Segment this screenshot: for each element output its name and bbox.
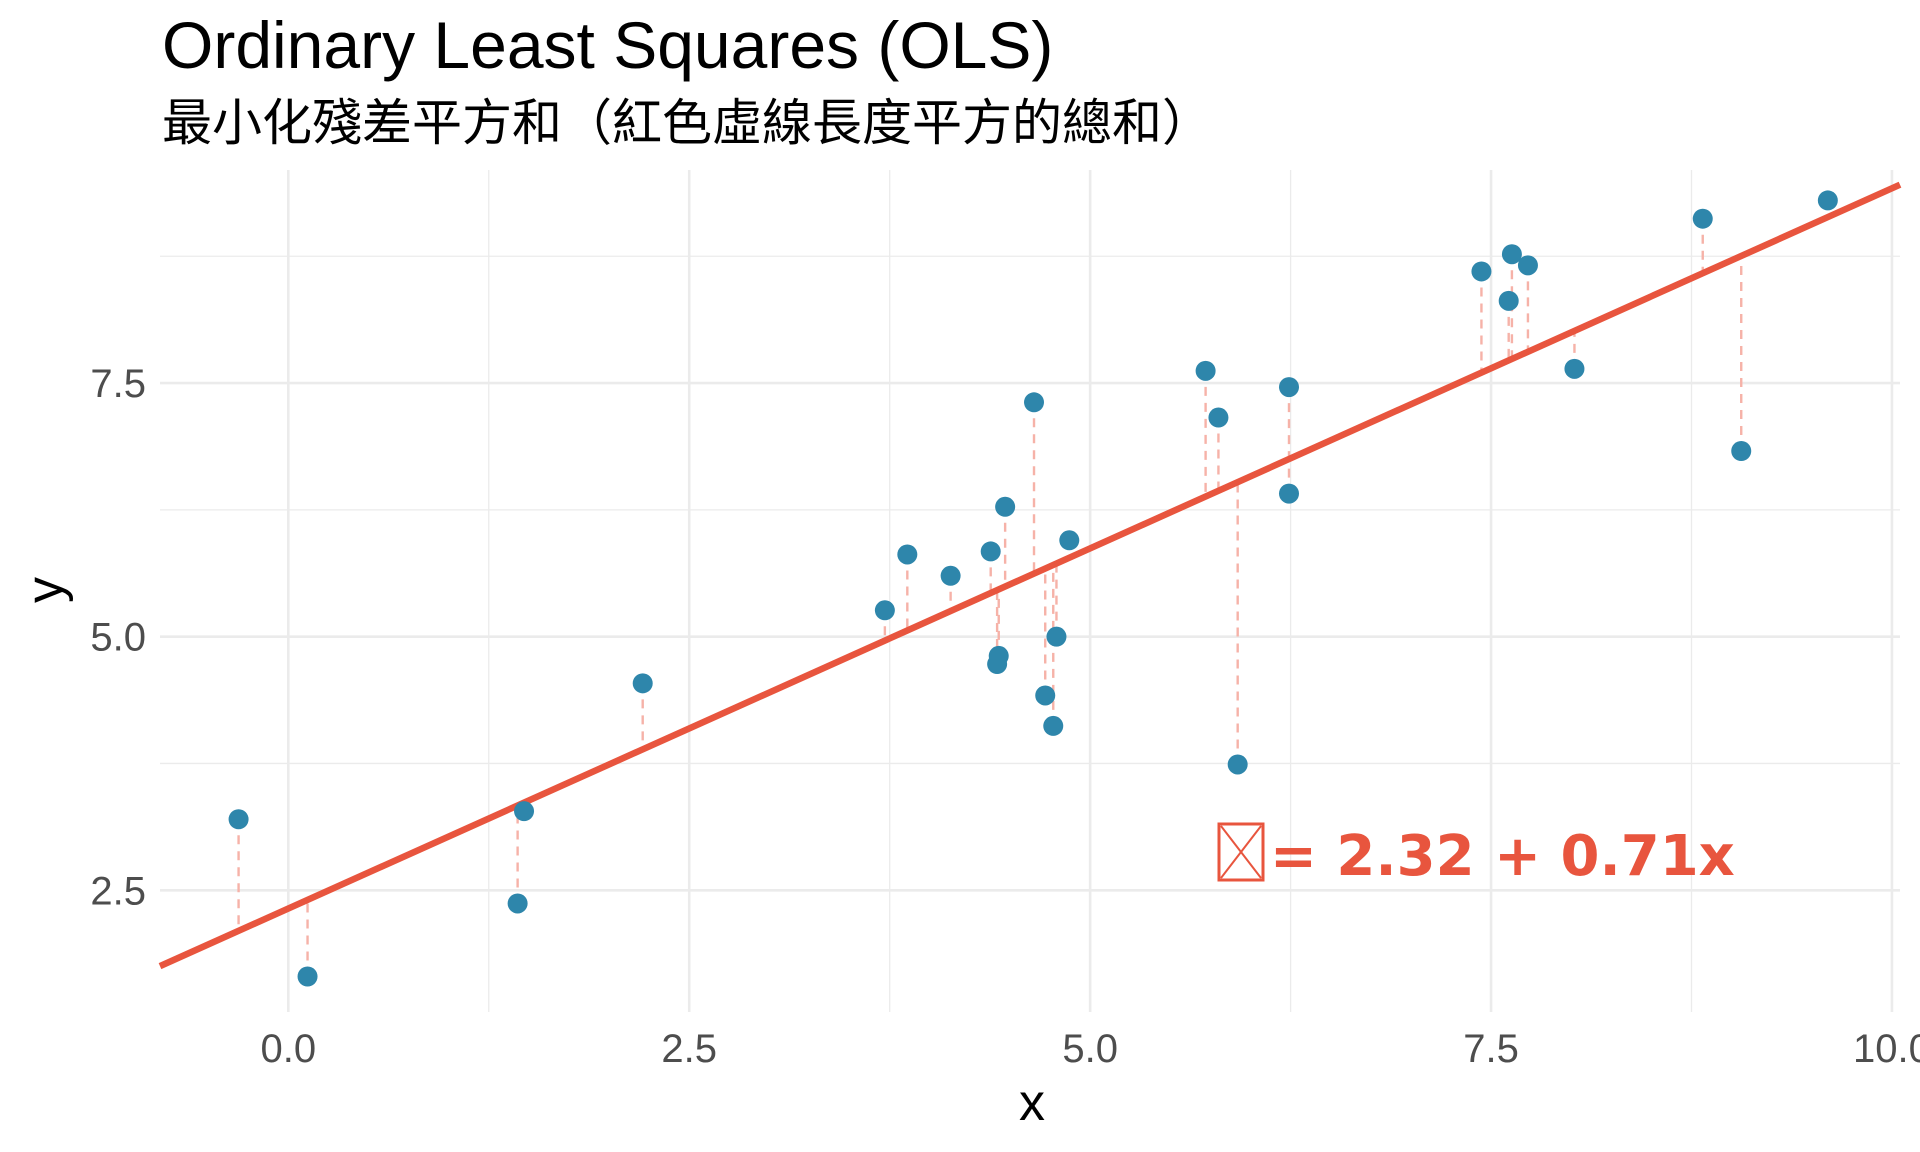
data-point: [1278, 483, 1299, 504]
data-point: [507, 893, 528, 914]
equation-symbol-diag-2: [1220, 825, 1262, 879]
x-tick-label: 10.0: [1853, 1027, 1920, 1071]
y-axis-ticks: 2.5 5.0 7.5: [90, 362, 146, 913]
fit-equation-text: = 2.32 + 0.71x: [1270, 824, 1735, 889]
data-point: [1692, 208, 1713, 229]
equation-symbol-box: [1217, 822, 1265, 882]
data-point: [1564, 358, 1585, 379]
data-point: [297, 966, 318, 987]
data-point: [1195, 360, 1216, 381]
regression-line: [158, 181, 1902, 970]
data-point: [1731, 441, 1752, 462]
data-point: [632, 673, 653, 694]
y-tick-label: 7.5: [90, 362, 146, 406]
data-point: [897, 544, 918, 565]
x-axis-title: x: [1019, 1074, 1045, 1132]
y-tick-label: 2.5: [90, 869, 146, 913]
data-points: [228, 190, 1838, 987]
data-point: [1471, 261, 1492, 282]
data-point: [874, 600, 895, 621]
fit-equation-annotation: = 2.32 + 0.71x: [1217, 822, 1735, 889]
data-point: [1517, 255, 1538, 276]
data-point: [1501, 244, 1522, 265]
data-point: [1208, 407, 1229, 428]
data-point: [988, 645, 1009, 666]
data-point: [940, 565, 961, 586]
chart-title: Ordinary Least Squares (OLS): [162, 8, 1053, 82]
regression-line-group: [158, 181, 1902, 970]
data-point: [1498, 290, 1519, 311]
data-point: [1035, 685, 1056, 706]
grid: [160, 170, 1900, 1012]
data-point: [514, 801, 535, 822]
data-point: [1059, 530, 1080, 551]
data-point: [1817, 190, 1838, 211]
data-point: [1024, 392, 1045, 413]
x-tick-label: 0.0: [260, 1027, 316, 1071]
data-point: [1278, 377, 1299, 398]
x-tick-label: 5.0: [1062, 1027, 1118, 1071]
x-tick-label: 7.5: [1463, 1027, 1519, 1071]
x-tick-label: 2.5: [661, 1027, 717, 1071]
y-tick-label: 5.0: [90, 616, 146, 660]
y-axis-title: y: [16, 577, 74, 603]
data-point: [1043, 715, 1064, 736]
data-point: [1227, 754, 1248, 775]
data-point: [995, 496, 1016, 517]
data-point: [228, 809, 249, 830]
chart-subtitle: 最小化殘差平方和（紅色虛線長度平方的總和）: [162, 94, 1212, 152]
data-point: [980, 541, 1001, 562]
x-axis-ticks: 0.0 2.5 5.0 7.5 10.0: [260, 1027, 1920, 1071]
data-point: [1046, 626, 1067, 647]
